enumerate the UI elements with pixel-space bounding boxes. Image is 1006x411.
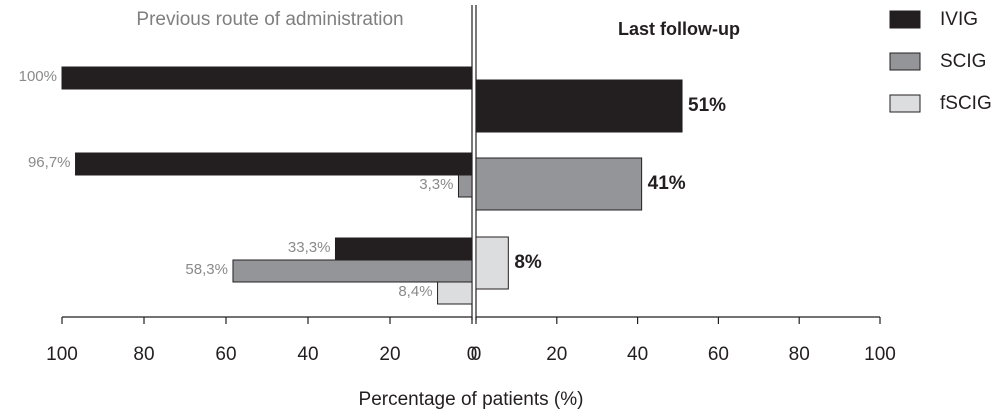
legend-swatch bbox=[889, 10, 921, 29]
value-label: 41% bbox=[648, 173, 686, 194]
bar bbox=[475, 157, 643, 211]
value-label: 8% bbox=[514, 252, 542, 273]
x-tick-label: 20 bbox=[379, 344, 400, 365]
bar bbox=[61, 66, 473, 90]
legend-swatch bbox=[889, 94, 921, 113]
legend-swatch bbox=[889, 52, 921, 71]
left-title: Previous route of administration bbox=[136, 9, 403, 30]
value-label: 3,3% bbox=[419, 176, 453, 193]
x-tick-label: 80 bbox=[133, 344, 154, 365]
x-axis-label: Percentage of patients (%) bbox=[359, 389, 584, 410]
bar bbox=[232, 259, 473, 283]
legend-label: SCIG bbox=[940, 51, 986, 72]
x-tick-label: 60 bbox=[215, 344, 236, 365]
x-tick-label: 40 bbox=[627, 344, 648, 365]
value-label: 100% bbox=[19, 68, 57, 85]
value-label: 8,4% bbox=[398, 283, 432, 300]
x-tick-label: 80 bbox=[789, 344, 810, 365]
x-tick-label: 20 bbox=[546, 344, 567, 365]
x-tick-label: 0 bbox=[467, 344, 478, 365]
value-label: 96,7% bbox=[28, 154, 71, 171]
legend-label: IVIG bbox=[940, 9, 978, 30]
bar bbox=[475, 79, 683, 133]
bar bbox=[437, 281, 473, 305]
bar bbox=[475, 236, 509, 290]
x-tick-label: 0 bbox=[471, 344, 482, 365]
bar bbox=[75, 152, 473, 176]
legend-label: fSCIG bbox=[940, 93, 992, 114]
x-tick-label: 100 bbox=[46, 344, 78, 365]
x-tick-label: 100 bbox=[864, 344, 896, 365]
x-tick-label: 60 bbox=[708, 344, 729, 365]
value-label: 33,3% bbox=[288, 239, 331, 256]
value-label: 51% bbox=[688, 95, 726, 116]
value-label: 58,3% bbox=[185, 261, 228, 278]
right-title: Last follow-up bbox=[618, 19, 740, 39]
x-tick-label: 40 bbox=[297, 344, 318, 365]
bar bbox=[334, 237, 473, 261]
bar bbox=[457, 174, 473, 198]
